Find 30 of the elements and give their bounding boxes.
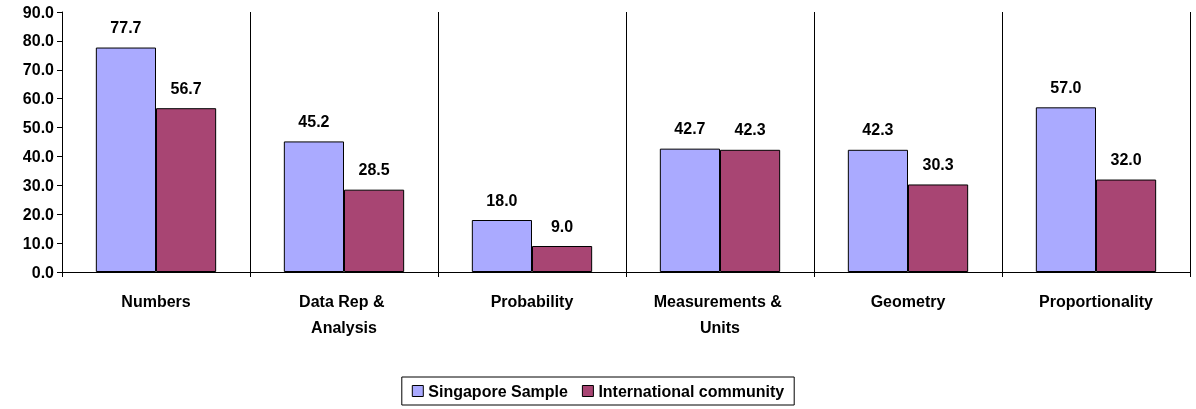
data-label: 18.0 bbox=[486, 191, 518, 209]
y-tick-label: 90.0 bbox=[22, 3, 55, 21]
y-tick-label: 70.0 bbox=[22, 61, 55, 79]
data-label: 30.3 bbox=[922, 155, 954, 173]
y-tick-label: 60.0 bbox=[22, 90, 55, 108]
y-tick-label: 20.0 bbox=[22, 205, 55, 223]
data-label: 57.0 bbox=[1050, 78, 1082, 96]
y-tick-label: 50.0 bbox=[22, 119, 55, 137]
y-tick-label: 30.0 bbox=[22, 176, 55, 194]
x-tick-label: Proportionality bbox=[1039, 292, 1153, 310]
x-tick-label: Data Rep & Analysis bbox=[299, 292, 389, 336]
data-label: 32.0 bbox=[1110, 151, 1142, 169]
y-tick-label: 80.0 bbox=[22, 32, 55, 50]
x-tick-label: Probability bbox=[490, 292, 574, 310]
legend-label: Singapore Sample bbox=[428, 382, 568, 400]
data-label: 42.3 bbox=[734, 121, 766, 139]
y-tick-label: 0.0 bbox=[31, 263, 55, 281]
y-tick-label: 40.0 bbox=[22, 147, 55, 165]
data-label: 45.2 bbox=[298, 112, 330, 130]
x-tick-label: Geometry bbox=[870, 292, 946, 310]
y-tick-label: 10.0 bbox=[22, 234, 55, 252]
x-tick-label: Numbers bbox=[121, 292, 191, 310]
x-tick-label: Measurements & Units bbox=[653, 292, 787, 336]
data-label: 77.7 bbox=[110, 19, 142, 37]
legend-label: International community bbox=[598, 382, 785, 400]
data-label: 42.3 bbox=[862, 121, 894, 139]
data-label: 56.7 bbox=[170, 79, 202, 97]
data-label: 42.7 bbox=[674, 120, 706, 138]
data-label: 28.5 bbox=[358, 161, 390, 179]
data-label: 9.0 bbox=[550, 217, 574, 235]
